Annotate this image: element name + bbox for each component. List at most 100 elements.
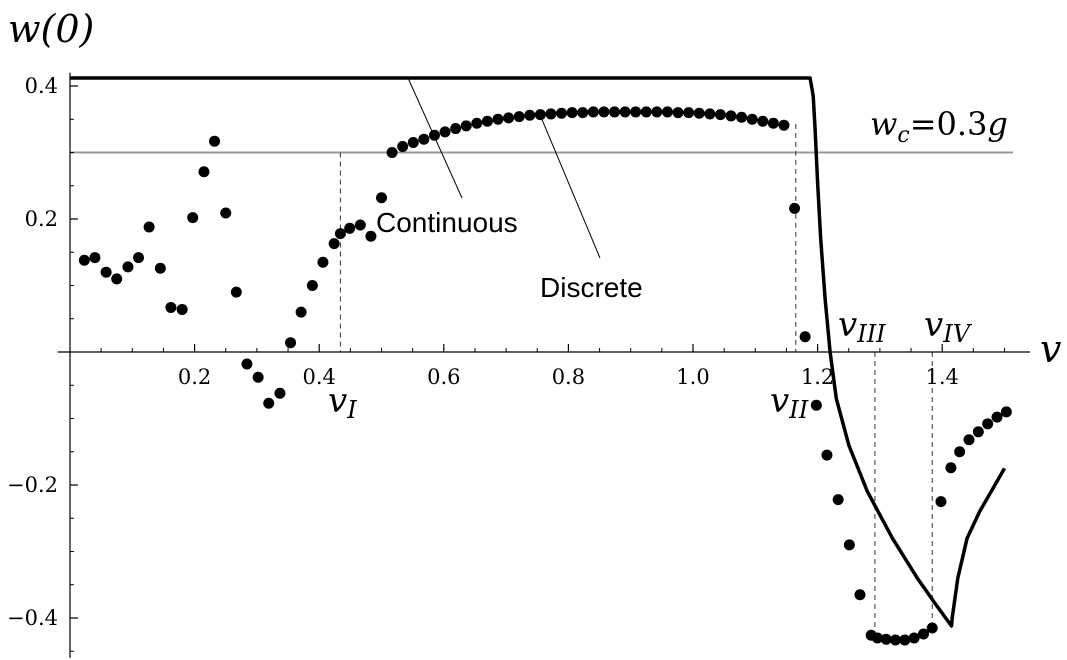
- discrete-point: [143, 221, 155, 233]
- discrete-point: [954, 446, 966, 458]
- discrete-point: [241, 358, 253, 370]
- discrete-point: [407, 137, 419, 149]
- x-tick-label: 0.4: [302, 365, 335, 389]
- discrete-point: [524, 109, 536, 121]
- discrete-point: [821, 449, 833, 461]
- discrete-point: [334, 228, 346, 240]
- discrete-point: [513, 111, 525, 123]
- discrete-point: [746, 113, 758, 125]
- discrete-point: [365, 230, 377, 242]
- y-tick-label: −0.2: [7, 473, 58, 497]
- continuous-line: [70, 76, 1007, 628]
- discrete-point: [630, 106, 642, 118]
- discrete-point: [672, 107, 684, 119]
- discrete-point: [880, 633, 892, 645]
- discrete-leader: [537, 109, 601, 259]
- y-tick-label: −0.4: [7, 606, 58, 630]
- discrete-point: [982, 418, 994, 430]
- discrete-point: [991, 411, 1003, 423]
- discrete-point: [683, 107, 695, 119]
- discrete-point: [534, 109, 546, 121]
- discrete-point: [306, 280, 318, 291]
- discrete-point: [725, 110, 737, 122]
- discrete-point: [661, 106, 673, 118]
- threshold-label: wc=0.3g: [870, 105, 1008, 148]
- discrete-point: [263, 397, 275, 409]
- discrete-point: [598, 106, 610, 118]
- discrete-point: [693, 107, 705, 119]
- discrete-point: [450, 123, 462, 135]
- discrete-point: [789, 202, 801, 214]
- discrete-point: [285, 337, 297, 349]
- discrete-point: [736, 111, 748, 123]
- discrete-point: [386, 147, 398, 158]
- labels-layer: 0.2 0.4 0.6 0.8 1.0 1.2 1.4 −0.4 −0.2 0.2 0.4 w(0) v…: [7, 7, 1062, 630]
- discrete-point: [714, 109, 726, 121]
- y-axis-label: w(0): [8, 7, 94, 51]
- discrete-point: [843, 539, 855, 551]
- discrete-point: [619, 106, 631, 118]
- discrete-point: [481, 115, 493, 127]
- discrete-point: [176, 303, 188, 315]
- discrete-point: [397, 141, 409, 153]
- x-tick-label: 1.4: [925, 365, 958, 389]
- discrete-point: [871, 632, 883, 644]
- vline-label-4: vIV: [924, 305, 973, 348]
- discrete-point: [832, 494, 844, 506]
- vline-label-3: vIII: [838, 305, 886, 348]
- discrete-point: [545, 108, 557, 120]
- discrete-point: [704, 108, 716, 120]
- discrete-point: [810, 399, 822, 411]
- discrete-point: [556, 107, 568, 119]
- discrete-point: [344, 222, 356, 234]
- discrete-point: [471, 117, 483, 129]
- discrete-point: [274, 387, 286, 399]
- discrete-point: [122, 261, 134, 273]
- series-label-discrete: Discrete: [540, 272, 643, 303]
- discrete-point: [972, 426, 984, 438]
- discrete-point: [78, 254, 90, 266]
- discrete-point: [918, 628, 930, 640]
- discrete-point: [945, 462, 957, 474]
- vline-label-1: vI: [328, 381, 357, 424]
- discrete-point: [376, 192, 387, 204]
- discrete-point: [963, 434, 975, 446]
- discrete-point: [230, 286, 242, 298]
- discrete-point: [198, 166, 210, 178]
- discrete-point: [354, 219, 366, 231]
- discrete-point: [587, 106, 599, 118]
- discrete-point: [566, 107, 578, 119]
- discrete-point: [889, 634, 901, 646]
- x-axis-label: v: [1040, 327, 1062, 371]
- discrete-point: [503, 112, 515, 124]
- discrete-point: [1000, 406, 1012, 418]
- discrete-point: [428, 129, 440, 141]
- axes-layer: [57, 72, 1030, 658]
- discrete-point: [767, 117, 779, 129]
- series-layer: [70, 76, 1012, 646]
- vline-label-2: vII: [770, 381, 809, 424]
- discrete-point: [100, 266, 112, 278]
- discrete-point: [609, 106, 621, 118]
- y-tick-label: 0.4: [25, 74, 58, 98]
- discrete-point: [295, 306, 307, 318]
- discrete-point: [926, 622, 938, 634]
- discrete-point: [111, 273, 123, 285]
- discrete-point: [89, 252, 101, 264]
- discrete-point: [220, 207, 232, 219]
- discrete-point: [757, 115, 769, 127]
- x-tick-label: 1.2: [801, 365, 834, 389]
- discrete-point: [165, 301, 177, 313]
- discrete-point: [154, 262, 166, 274]
- discrete-point: [209, 135, 221, 147]
- discrete-point: [133, 252, 145, 264]
- discrete-point: [492, 113, 504, 125]
- discrete-point: [187, 212, 199, 224]
- x-tick-label: 0.6: [427, 365, 460, 389]
- x-tick-label: 0.8: [552, 365, 585, 389]
- discrete-point: [640, 106, 652, 118]
- discrete-point: [799, 331, 811, 343]
- discrete-point: [577, 107, 589, 119]
- x-tick-label: 1.0: [676, 365, 709, 389]
